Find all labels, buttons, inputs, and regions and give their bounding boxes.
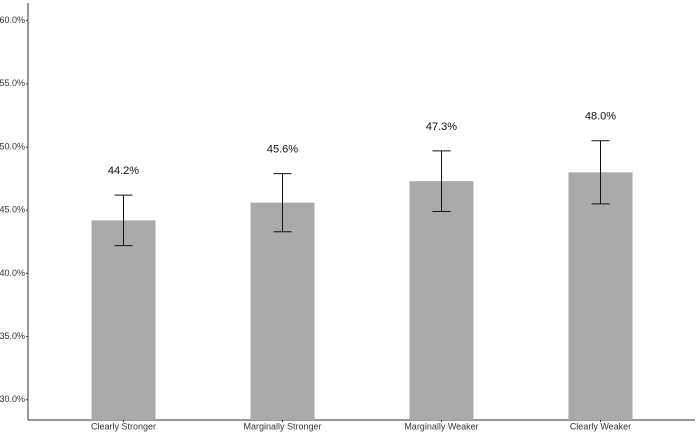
error-bar <box>591 140 610 205</box>
y-tick-label: 30.0% <box>0 394 25 404</box>
bar <box>250 202 315 420</box>
x-tick-label: Clearly Weaker <box>570 421 631 431</box>
bar <box>409 181 474 420</box>
y-tick-label: 40.0% <box>0 268 25 278</box>
value-label: 48.0% <box>585 111 616 123</box>
bar <box>91 220 156 420</box>
value-label: 47.3% <box>426 121 457 133</box>
y-tick-label: 55.0% <box>0 78 25 88</box>
bar <box>568 172 633 420</box>
error-bar <box>114 194 133 247</box>
y-tick-label: 45.0% <box>0 205 25 215</box>
value-label: 45.6% <box>267 143 298 155</box>
x-tick-label: Marginally Stronger <box>243 421 321 431</box>
y-tick-label: 50.0% <box>0 141 25 151</box>
value-label: 44.2% <box>108 165 139 177</box>
error-bar <box>432 150 451 212</box>
x-tick-label: Clearly Stronger <box>91 421 156 431</box>
y-tick-label: 35.0% <box>0 331 25 341</box>
y-tick-label: 60.0% <box>0 15 25 25</box>
error-bar <box>273 173 292 233</box>
x-tick-label: Marginally Weaker <box>404 421 478 431</box>
